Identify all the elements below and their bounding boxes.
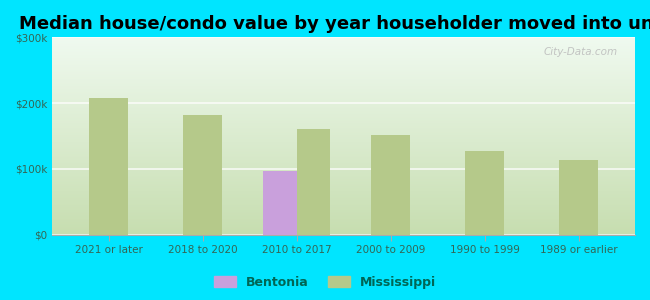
Bar bbox=[89, 98, 128, 235]
Bar bbox=[371, 135, 410, 235]
Legend: Bentonia, Mississippi: Bentonia, Mississippi bbox=[209, 271, 441, 294]
Text: City-Data.com: City-Data.com bbox=[543, 47, 618, 57]
Title: Median house/condo value by year householder moved into unit: Median house/condo value by year househo… bbox=[19, 15, 650, 33]
Bar bbox=[263, 171, 296, 235]
Bar bbox=[296, 129, 330, 235]
Bar bbox=[465, 151, 504, 235]
Bar bbox=[559, 160, 599, 235]
Bar bbox=[183, 115, 222, 235]
